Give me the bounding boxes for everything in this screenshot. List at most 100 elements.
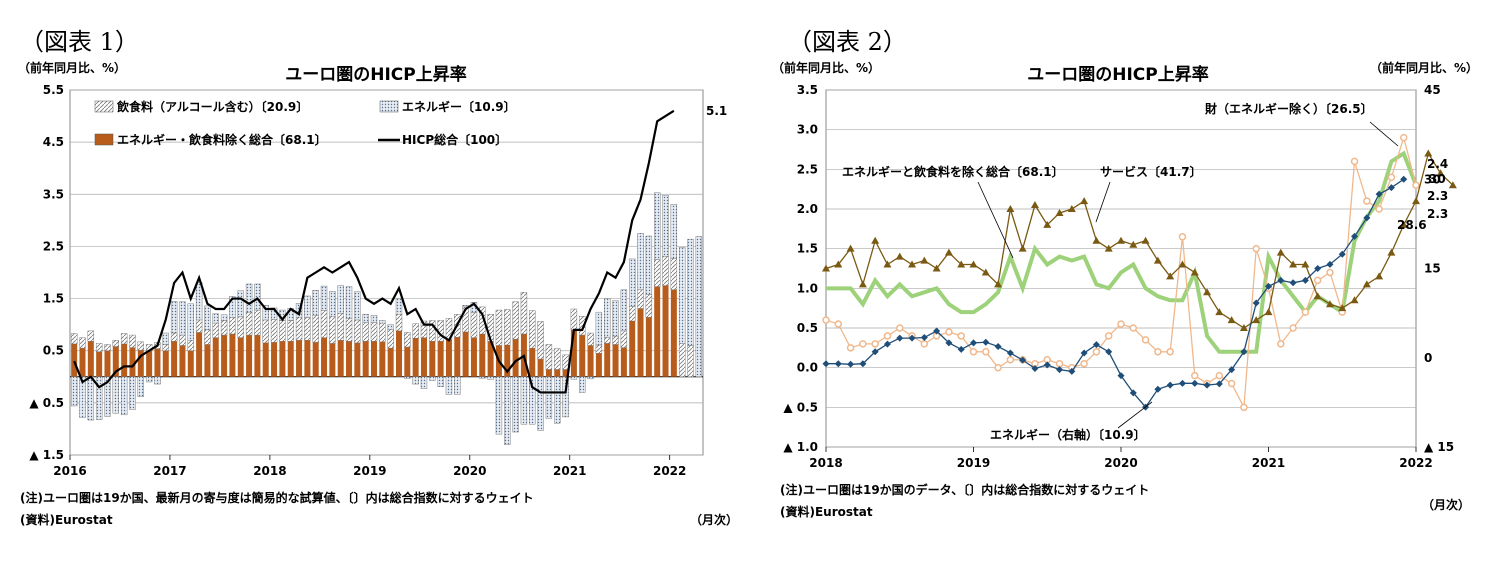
chart-2-series-3-point [847,360,855,368]
chart-1-legend-energy-label: エネルギー〔10.9〕 [402,99,516,114]
chart-1-bar-energy [237,290,244,318]
chart-2-series-3-point [1301,276,1309,284]
chart-2-series-1-point [1055,359,1064,368]
chart-1-bar-food [670,258,678,290]
chart-2-series-1-point [883,332,892,340]
chart-1-bar-energy [170,300,178,334]
chart-1-bar-core [662,285,669,377]
chart-1-bar-energy [562,376,569,418]
chart-2-annotation-energy: エネルギー（右軸）〔10.9〕 [990,427,1146,442]
chart-2-series-1-point [1080,359,1088,368]
chart-1-bar-food [87,330,95,342]
chart-2-series-1-point [1154,348,1162,356]
chart-2-y2-tick-label: 30 [1424,172,1441,186]
chart-2-series-0-point [1215,308,1224,316]
chart-1-y-tick-label: ▲ 1.5 [29,448,64,462]
chart-1-bar-energy [137,376,144,397]
chart-2-series-3-point [1203,381,1211,389]
chart-1-bar-core [620,347,627,377]
chart-1-bar-food [170,332,178,342]
chart-2-series-3-point [933,327,941,335]
chart-2-x-tick-label: 2020 [1104,456,1137,470]
chart-2-series-0-point [1055,208,1064,216]
chart-2-y2-tick-label: 45 [1424,83,1441,97]
chart-1-bar-energy [412,376,419,385]
chart-1-x-tick-label: 2018 [253,464,286,478]
chart-1-bar-food [104,344,111,351]
chart-1-x-tick-label: 2022 [653,464,686,478]
chart-2-series-1-point [1399,133,1408,142]
chart-1-bar-core [262,342,269,377]
chart-1-bar-core [570,329,577,377]
chart-1-legend-hicp-label: HICP総合〔100〕 [402,132,507,147]
chart-1-legend-food-swatch [94,100,114,113]
chart-2-series-0-point [1178,260,1187,268]
chart-1-bar-core [71,343,78,377]
chart-2-series-0-point [1117,236,1125,244]
chart-1-bar-energy [187,303,194,341]
chart-1-bar-food [237,316,244,338]
chart-1-bar-core [637,308,644,377]
chart-2-series-0-point [920,256,929,264]
chart-1-bar-core [137,350,144,377]
chart-2-series-0-point [895,252,904,260]
chart-1-bar-energy [487,376,494,380]
chart-1-bar-core [346,341,353,377]
panel-figure-2: （図表 2） （前年同月比、%） （前年同月比、%） ユーロ圏のHICP上昇率 … [760,0,1490,566]
figure-1-label: （図表 1） [20,28,139,56]
chart-1-bar-core [246,335,253,377]
chart-2-y-tick-label: 2.5 [797,162,818,176]
chart-1-bar-core [612,344,619,377]
chart-2-x-tick-label: 2019 [957,456,990,470]
chart-2-series-1-point [1104,332,1113,340]
chart-1-bar-energy [454,376,461,395]
chart-2-series-0-point [981,268,990,276]
chart-2-series-3-point [1326,260,1334,268]
chart-1-bar-food [604,336,611,344]
chart-1-bar-core [537,359,544,377]
chart-1-bar-energy [520,376,528,425]
chart-2-series-0-point [932,264,941,272]
chart-1-bar-energy [312,290,319,316]
chart-1-bar-core [321,337,328,377]
chart-1-y-tick-label: 4.5 [43,135,64,149]
chart-1-bar-food [354,319,361,344]
chart-1-bar-food [212,322,219,338]
chart-1-bar-food [687,345,694,377]
chart-2-series-1-point [1301,308,1310,316]
chart-1-bar-food [120,333,128,345]
chart-1-bar-core [595,353,602,377]
chart-2-series-0-point [1301,260,1310,268]
chart-1-bar-energy [379,320,386,324]
chart-2-series-0-point [944,248,953,256]
chart-2-series-3-point [1068,367,1076,375]
chart-1-bar-food [337,312,344,341]
chart-2-series-1-point [1350,157,1359,166]
chart-2-series-1-point [822,316,830,324]
chart-1-bar-food [179,334,186,346]
chart-2-annotation-services-leader [1095,181,1111,223]
chart-2-series-3-point [834,360,842,368]
chart-2-series-0-point [1387,248,1396,256]
chart-2-series-1-point [1117,320,1125,328]
chart-2-series-3-point [1031,364,1039,372]
chart-2-series-1-point [1313,276,1322,285]
chart-2-series-0-point [1092,236,1101,244]
chart-1-bar-core [479,334,486,377]
chart-1-bar-food [629,306,636,322]
chart-2-series-0-point [1264,308,1273,316]
chart-1-y-tick-label: ▲ 0.5 [29,396,64,410]
chart-1-bar-energy [354,291,361,321]
chart-1-bar-energy [604,298,611,338]
chart-1-bar-energy [687,238,694,346]
chart-2-series-0-point [1448,181,1457,189]
chart-2-series-3-point [908,334,916,342]
chart-1-bar-energy [387,324,394,330]
chart-1-bar-energy [154,376,161,385]
chart-1-bar-food [329,316,336,344]
chart-1-bar-food [270,319,278,343]
chart-1-bar-energy [545,376,553,419]
chart-2-series-1-point [1375,205,1383,213]
chart-2-end-label-2: 30 [1429,172,1446,186]
chart-1-bar-energy [112,376,120,414]
